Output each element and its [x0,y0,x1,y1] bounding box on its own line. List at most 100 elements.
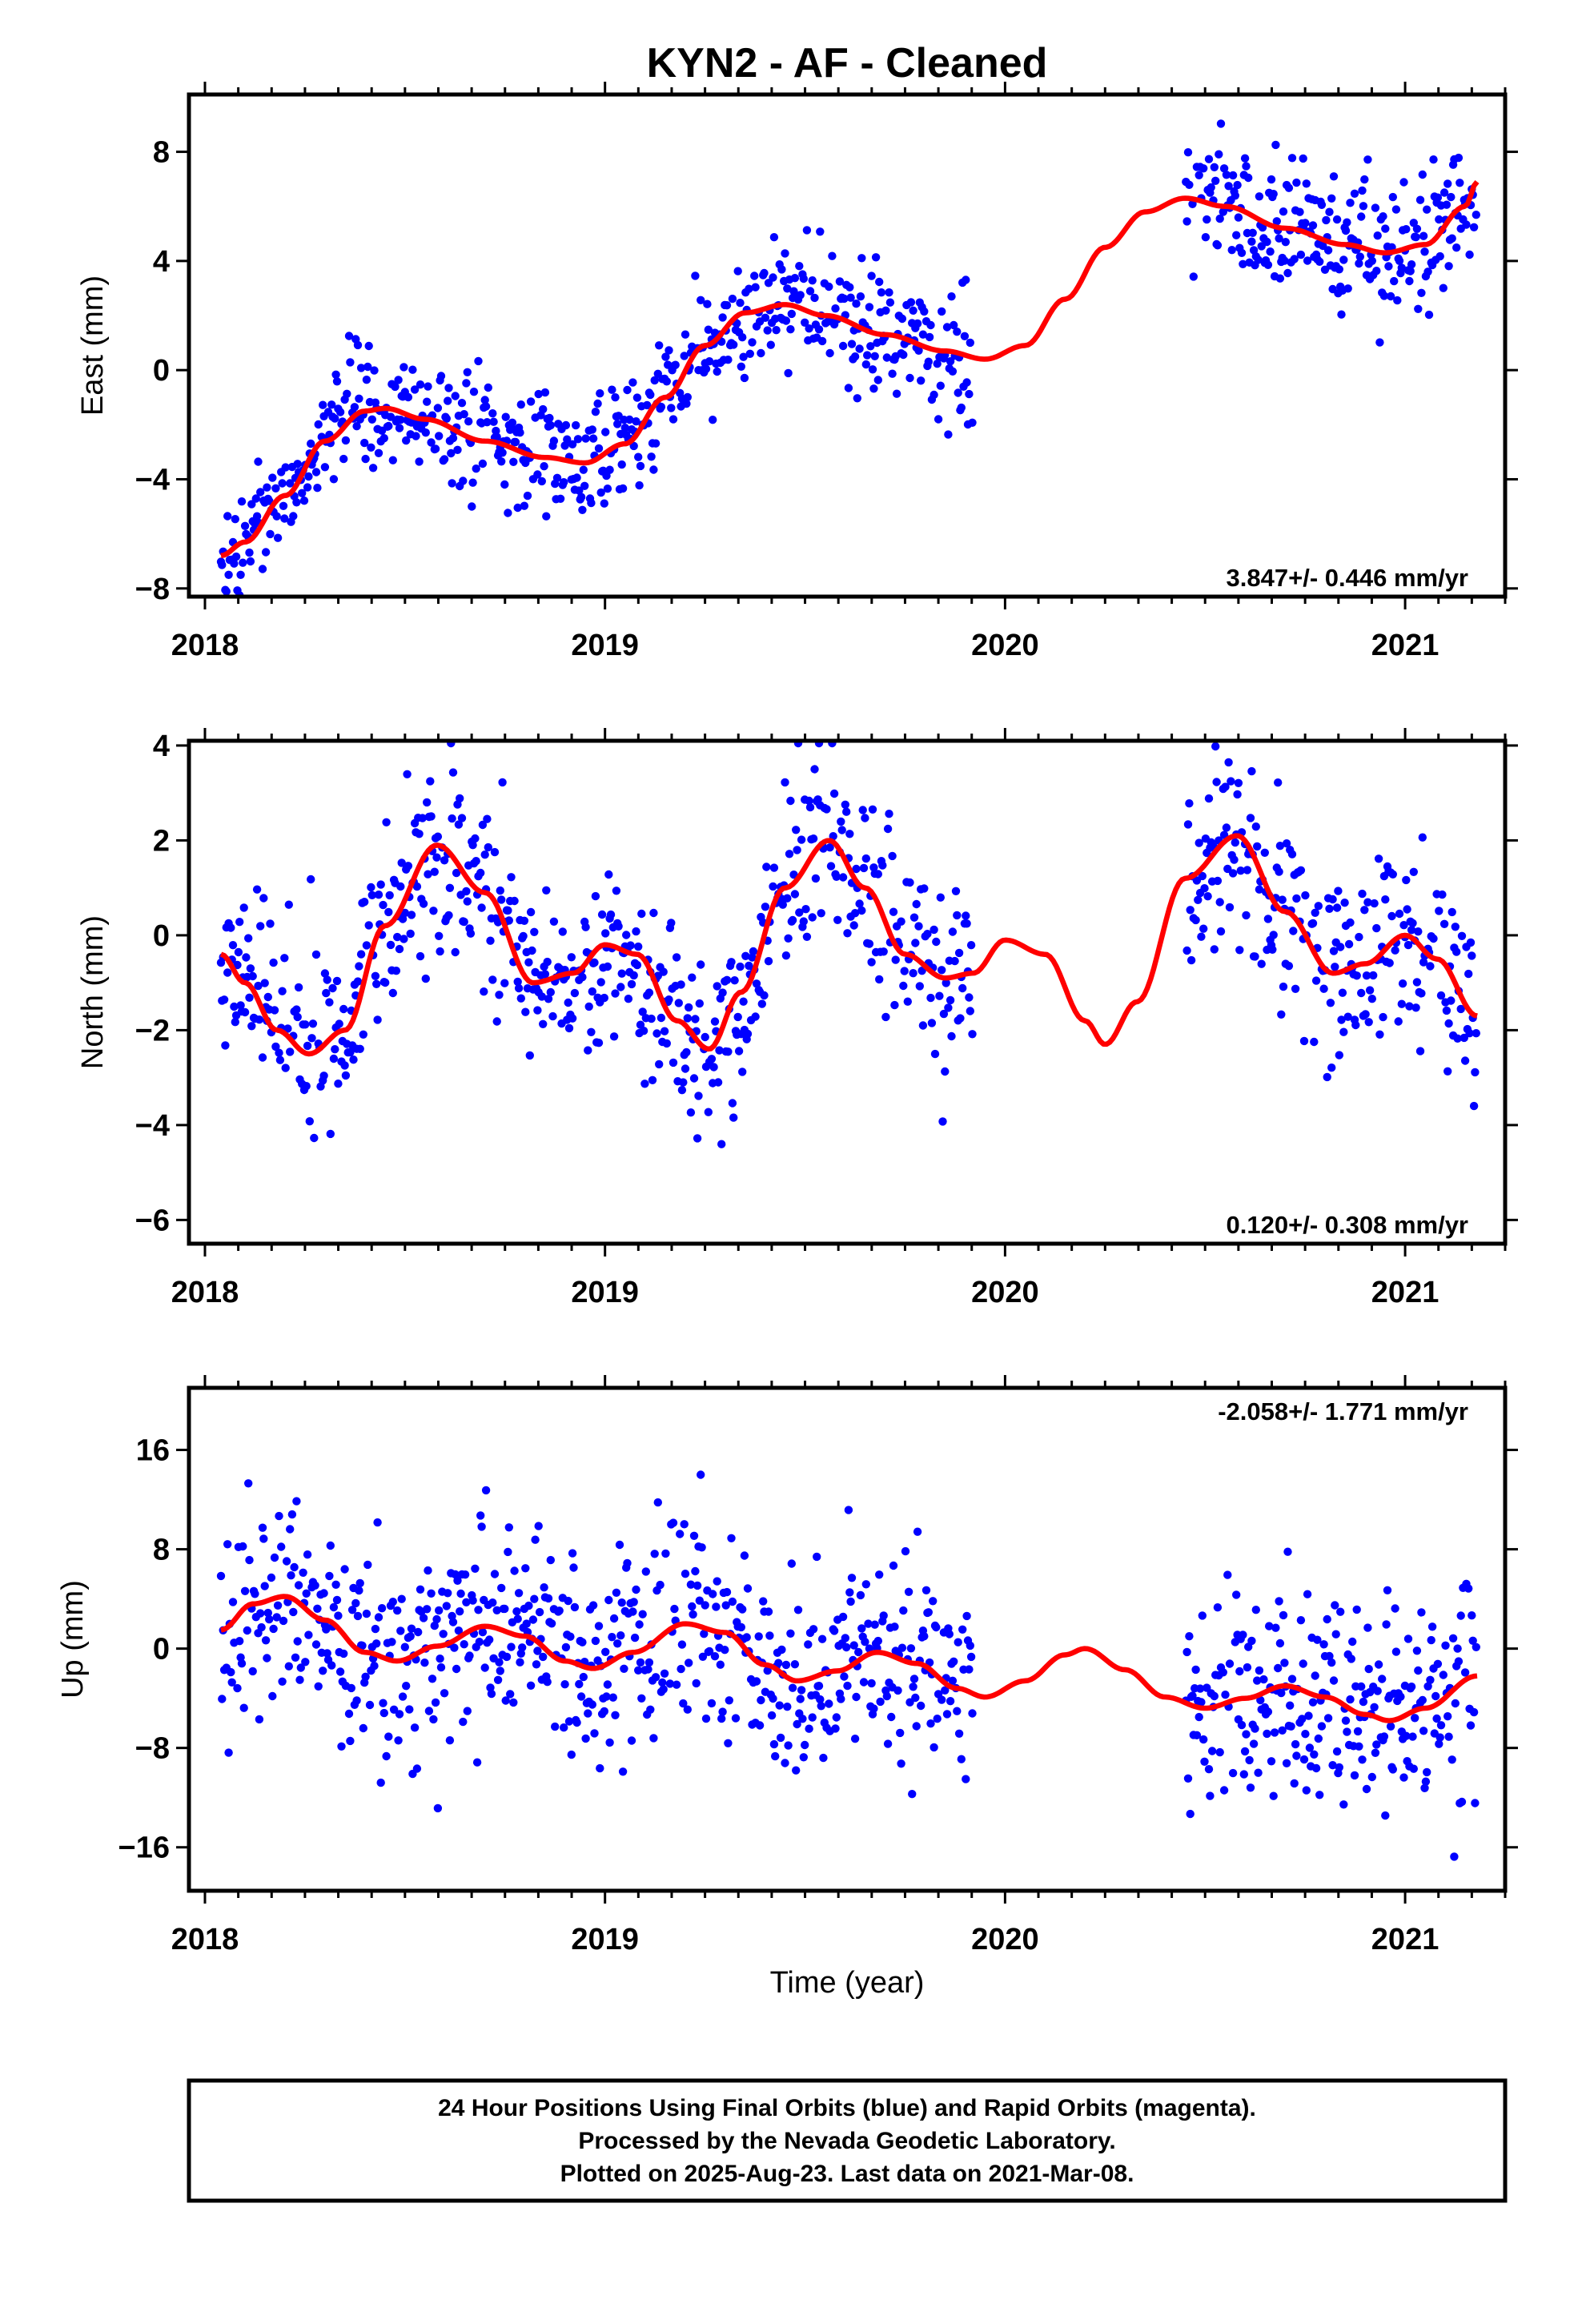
data-point [1367,1772,1377,1782]
data-point [635,1620,644,1629]
data-point [240,1586,250,1596]
data-point [881,306,890,315]
data-point [691,1566,700,1576]
data-point [374,448,383,457]
data-point [1227,777,1235,786]
model-curve [219,833,1478,1057]
data-point [539,1019,548,1029]
data-point [1244,173,1253,183]
data-point [849,921,858,930]
data-point [269,958,278,967]
data-point [362,1609,371,1618]
data-point [889,1561,898,1570]
data-point [1450,1852,1459,1861]
data-point [1310,1750,1319,1759]
data-point [638,1007,647,1016]
data-point [1245,1755,1254,1765]
data-point [933,1715,942,1723]
data-point [1292,894,1301,903]
data-point [346,358,355,367]
data-point [1239,259,1247,268]
data-point [643,400,652,410]
data-point [825,843,834,852]
data-point [1402,875,1411,885]
data-point [231,1018,239,1027]
data-point [480,850,489,859]
data-point [272,512,281,521]
data-point [290,1562,299,1572]
y-tick-label: 0 [153,919,170,953]
data-point [572,420,580,430]
data-point [1291,984,1300,994]
data-point [498,778,507,787]
data-point [1460,1668,1470,1677]
data-point [1358,1755,1367,1764]
data-point [900,967,909,975]
data-point [873,376,883,384]
data-point [1443,1067,1452,1076]
data-point [421,428,430,437]
data-point [457,399,467,408]
data-point [227,1678,236,1687]
data-point [368,464,378,472]
data-point [954,388,962,397]
data-point [1387,911,1396,921]
data-point [653,1498,662,1507]
data-point [617,1598,626,1607]
data-point [962,1775,970,1783]
data-point [370,1662,379,1671]
data-point [403,770,412,778]
data-point [662,1039,671,1048]
data-point [549,436,559,445]
data-point [920,1632,929,1641]
data-point [254,981,263,991]
data-point [275,1055,285,1064]
data-point [1198,871,1207,881]
data-point [608,385,616,394]
data-point [1460,1056,1470,1065]
data-point [477,1522,486,1531]
data-point [752,979,761,988]
data-point [697,1470,705,1479]
data-point [462,887,471,896]
data-point [303,1041,312,1051]
data-point [650,1550,659,1558]
data-point [305,1117,314,1126]
data-point [1409,1764,1419,1773]
data-point [228,941,238,950]
data-point [564,998,572,1007]
data-point [925,332,934,342]
data-point [772,326,781,335]
data-point [1242,162,1251,171]
data-point [810,765,819,774]
data-point [433,404,443,412]
data-point [888,369,897,378]
data-point [471,834,480,843]
data-point [1237,1720,1247,1730]
data-point [255,1015,264,1024]
data-point [424,1707,434,1715]
data-point [822,805,831,814]
data-point [790,1660,800,1669]
data-point [476,1511,485,1520]
data-point [920,307,929,316]
data-point [263,1608,272,1618]
data-point [694,1092,703,1100]
data-point [445,883,455,893]
data-point [507,873,516,882]
data-point [448,768,458,777]
data-point [1243,1663,1252,1672]
data-point [1315,257,1324,266]
data-point [497,457,506,466]
data-point [421,974,430,983]
data-point [1375,1030,1384,1039]
data-point [1313,1635,1322,1644]
data-point [245,548,254,557]
data-point [504,509,512,517]
data-point [532,1660,541,1669]
data-point [1296,866,1306,875]
data-point [887,1712,896,1722]
data-point [1278,895,1287,904]
data-point [1379,292,1389,300]
data-point [701,1601,709,1610]
